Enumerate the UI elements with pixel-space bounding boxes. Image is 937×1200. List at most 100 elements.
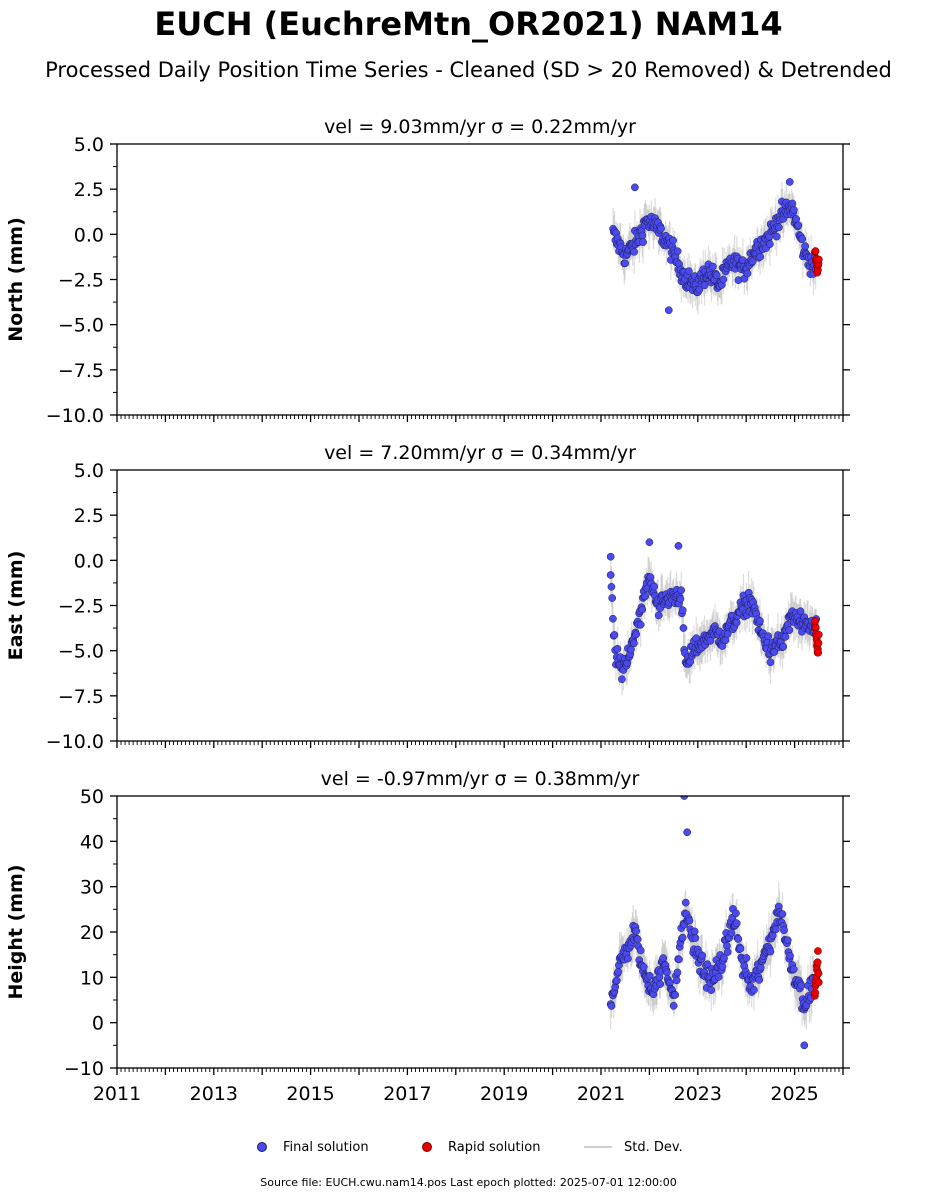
final-point [736,944,745,953]
final-point [691,934,700,942]
final-point [734,935,743,943]
y-tick-label: 2.5 [74,179,104,201]
rapid-point [811,247,820,255]
legend-item-rapid: Rapid solution [422,1136,540,1158]
final-point [610,631,619,639]
y-tick-label: −10 [64,1058,104,1080]
final-point [674,542,683,550]
panel-3: vel = -0.97mm/yr σ = 0.38mm/yr Height (mm… [5,768,850,1105]
final-point [800,1041,809,1050]
final-point [690,927,699,936]
legend-label-final: Final solution [283,1139,369,1155]
y-tick-label: 5.0 [74,134,104,156]
final-point [783,936,792,945]
rapid-point [814,947,822,955]
final-point [742,954,751,962]
y-tick-label: 50 [80,786,104,808]
y-tick-label: 20 [80,922,104,944]
final-point [764,632,773,641]
final-point [685,267,693,276]
final-point [732,618,741,627]
final-point [669,1001,678,1010]
final-point [607,1002,616,1010]
final-point [681,898,690,907]
legend-label-std: Std. Dev. [624,1139,683,1155]
final-point [798,235,807,243]
final-point [659,954,668,962]
final-point [612,976,621,985]
final-point [700,281,709,290]
final-point [709,262,717,271]
final-point [801,242,810,250]
final-point [707,986,716,994]
y-axis-label: North (mm) [5,217,27,342]
final-point [630,247,638,256]
y-tick-label: −5.0 [58,641,104,663]
final-point [673,247,682,256]
legend: Final solution Rapid solution Std. Dev. [0,1136,937,1158]
final-point [639,238,647,246]
panel-title: vel = 9.03mm/yr σ = 0.22mm/yr [324,116,636,138]
final-point [780,926,788,935]
final-point [606,552,615,561]
final-point [669,236,677,245]
final-point [638,605,647,614]
final-point [727,929,736,937]
final-point [683,828,692,837]
final-point [650,582,659,591]
x-tick-label: 2011 [93,1083,141,1105]
final-point [638,231,647,240]
final-point [788,199,797,208]
final-point [786,951,794,960]
rapid-point [814,630,823,639]
final-point [772,232,781,241]
final-point [781,632,790,641]
y-tick-label: −7.5 [58,686,104,708]
y-tick-label: 2.5 [74,505,104,527]
final-point [755,976,764,984]
y-tick-label: −5.0 [58,315,104,337]
final-point [672,976,681,985]
y-tick-label: 0.0 [74,550,104,572]
final-point [664,306,673,315]
final-point [671,991,680,999]
final-point [632,927,641,935]
x-tick-label: 2013 [190,1083,238,1105]
final-point [609,614,617,623]
legend-label-rapid: Rapid solution [448,1139,541,1155]
y-tick-label: −2.5 [58,596,104,618]
final-point [636,946,645,955]
rapid-point [814,969,823,978]
rapid-point [814,648,823,657]
final-point [645,971,654,980]
final-point [796,607,805,616]
final-point [698,951,707,960]
final-point [750,986,758,994]
final-point [627,645,635,654]
final-point [714,973,723,981]
final-point [608,594,617,602]
final-point [677,586,686,595]
y-tick-label: −7.5 [58,360,104,382]
final-point [732,919,741,928]
final-point [676,595,685,603]
final-point [712,271,721,280]
chart-subtitle: Processed Daily Position Time Series - C… [45,58,892,82]
y-axis-label: East (mm) [5,551,27,661]
final-point [756,252,764,261]
data-layer [609,178,823,315]
final-point [695,285,704,294]
x-tick-label: 2019 [480,1083,528,1105]
final-point [766,947,775,956]
final-point [639,963,648,971]
final-point [663,968,671,977]
final-point [613,645,622,653]
std-dev-line-icon [584,1146,612,1148]
final-point [646,573,655,582]
rapid-point [814,639,823,647]
final-point [685,916,694,925]
x-tick-label: 2023 [674,1083,722,1105]
final-point [789,965,798,974]
y-tick-label: −10.0 [46,731,104,753]
